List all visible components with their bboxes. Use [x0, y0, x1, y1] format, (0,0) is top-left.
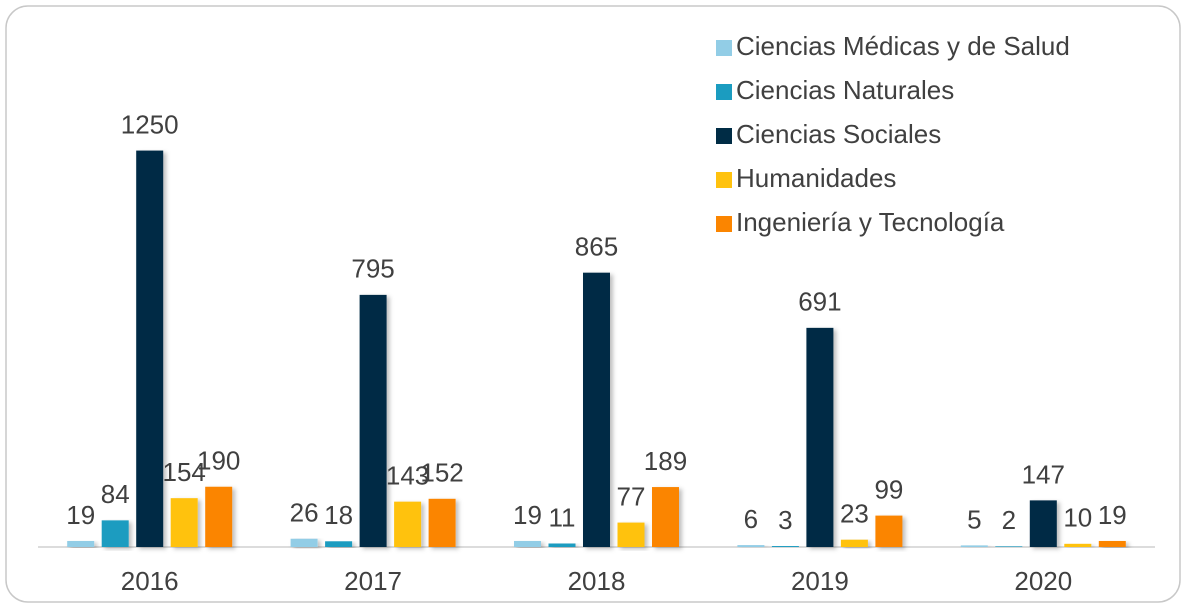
bar: [205, 486, 233, 547]
bar: [67, 540, 95, 547]
legend-swatch: [716, 128, 732, 144]
legend-swatch: [716, 172, 732, 188]
x-tick-label: 2020: [1014, 566, 1072, 596]
legend-label: Humanidades: [736, 163, 896, 193]
bar: [514, 540, 541, 547]
bar: [136, 150, 164, 548]
data-label: 691: [798, 287, 841, 317]
x-tick-label: 2016: [121, 566, 179, 596]
legend-swatch: [716, 40, 732, 56]
bar: [325, 541, 353, 547]
bar: [995, 546, 1023, 547]
data-label: 19: [513, 500, 542, 530]
legend-swatch: [716, 84, 732, 100]
data-label: 147: [1022, 459, 1065, 489]
bar: [652, 487, 679, 547]
bar: [101, 520, 129, 547]
data-label: 19: [1098, 500, 1127, 530]
data-label: 1250: [121, 109, 179, 139]
bar: [875, 515, 903, 547]
bar: [170, 498, 198, 547]
data-label: 2: [1002, 505, 1016, 535]
data-label: 99: [874, 474, 903, 504]
data-label: 77: [617, 481, 646, 511]
bar: [737, 545, 765, 547]
data-label: 152: [420, 458, 463, 488]
bar: [583, 272, 610, 547]
bar: [771, 546, 799, 547]
bar: [428, 498, 456, 547]
bar: [1064, 543, 1092, 547]
bar: [359, 294, 387, 547]
legend-label: Ingeniería y Tecnología: [736, 207, 1005, 237]
data-label: 10: [1063, 503, 1092, 533]
data-label: 5: [967, 504, 981, 534]
bar: [806, 327, 834, 547]
x-tick-label: 2019: [791, 566, 849, 596]
data-label: 23: [840, 499, 869, 529]
bar: [1098, 540, 1126, 547]
data-label: 190: [197, 446, 240, 476]
data-label: 189: [644, 446, 687, 476]
data-label: 6: [744, 504, 758, 534]
data-label: 19: [66, 500, 95, 530]
data-label: 84: [101, 479, 130, 509]
legend-swatch: [716, 216, 732, 232]
bar: [840, 539, 868, 547]
data-label: 795: [351, 254, 394, 284]
x-tick-label: 2017: [344, 566, 402, 596]
data-label: 3: [778, 505, 792, 535]
bar: [617, 522, 645, 547]
x-tick-label: 2018: [568, 566, 626, 596]
bar: [548, 543, 576, 547]
bar: [290, 538, 318, 547]
data-label: 143: [386, 461, 429, 491]
data-label: 26: [290, 498, 319, 528]
data-label: 11: [549, 502, 576, 532]
bar: [960, 545, 988, 547]
data-label: 865: [575, 232, 618, 262]
legend-label: Ciencias Médicas y de Salud: [736, 31, 1070, 61]
bar: [1029, 500, 1057, 547]
data-label: 18: [324, 500, 353, 530]
legend-label: Ciencias Naturales: [736, 75, 954, 105]
legend-label: Ciencias Sociales: [736, 119, 941, 149]
data-label: 154: [163, 457, 206, 487]
bar: [394, 501, 422, 547]
